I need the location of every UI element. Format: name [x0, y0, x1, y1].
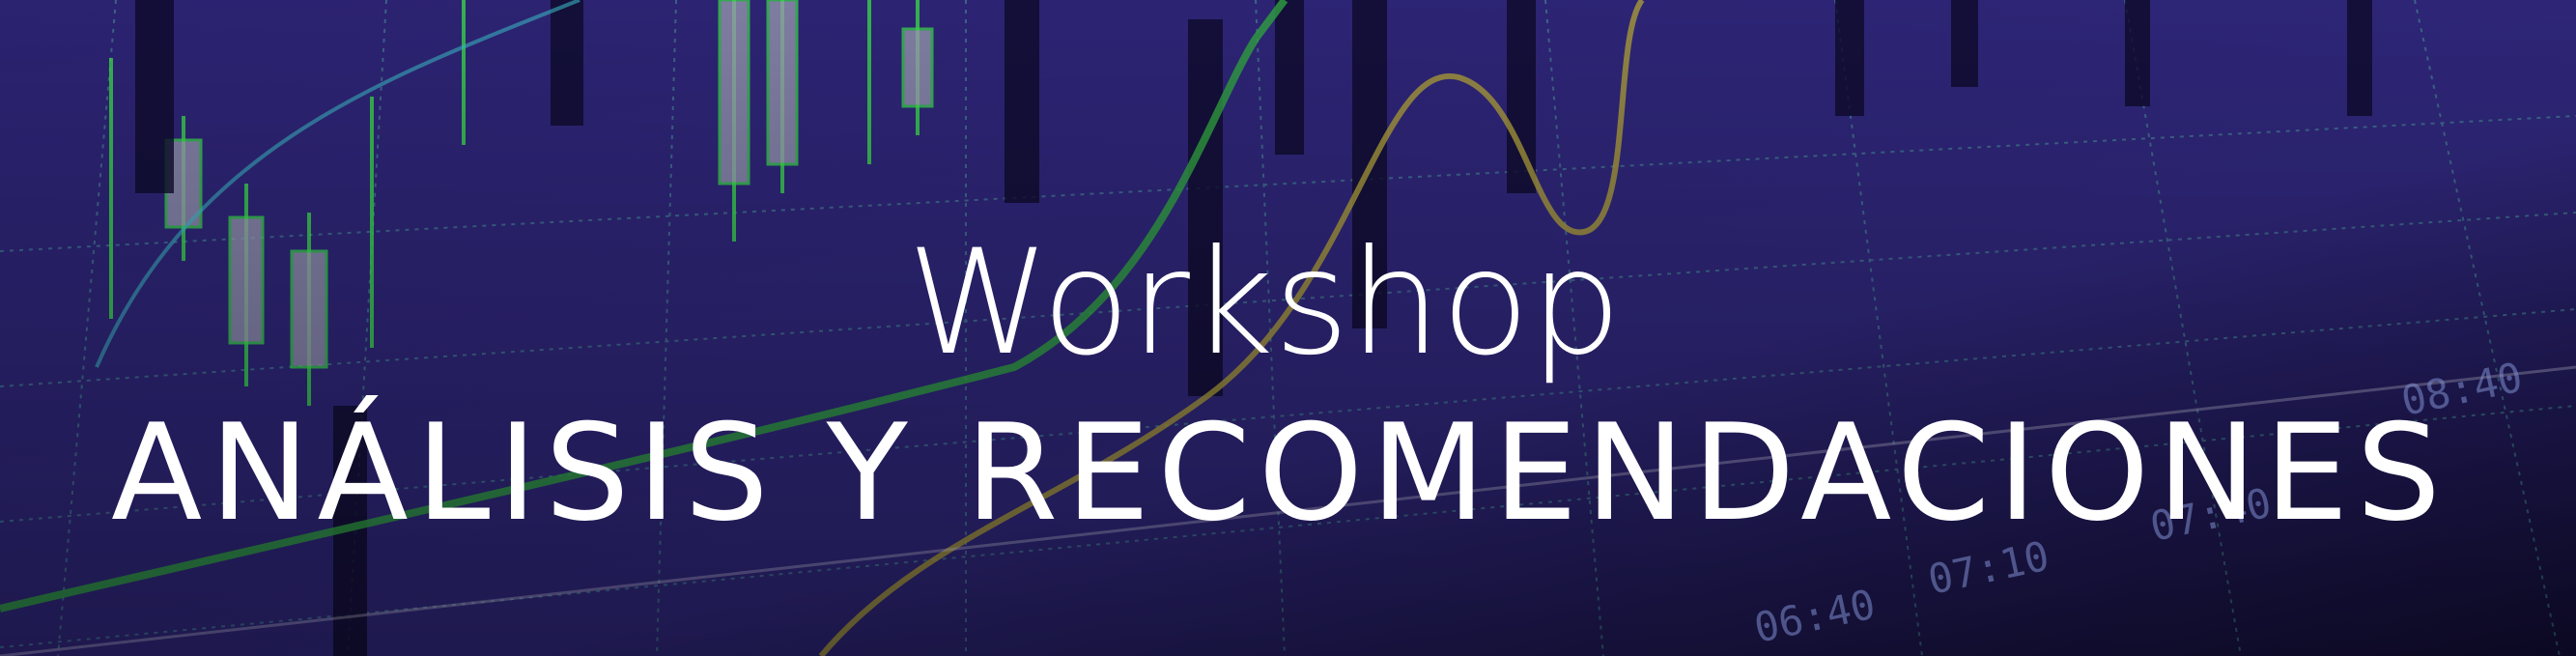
subtitle: ANÁLISIS Y RECOMENDACIONES — [111, 395, 2449, 551]
title: Workshop — [907, 219, 1622, 387]
